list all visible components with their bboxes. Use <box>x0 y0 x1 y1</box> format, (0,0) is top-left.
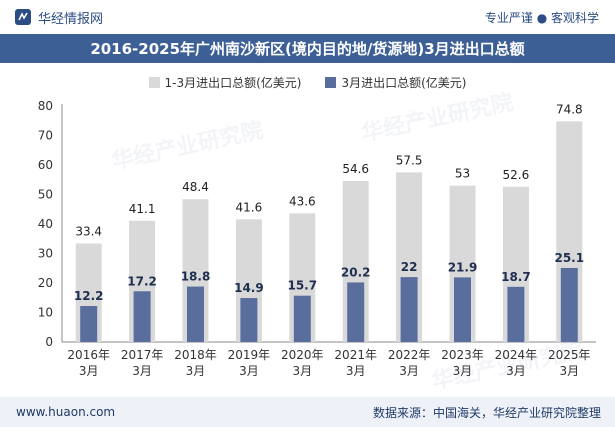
legend-label-ytd: 1-3月进出口总额(亿美元) <box>164 75 302 90</box>
x-tick-label: 2017年 3月 <box>121 348 164 378</box>
bar-march <box>133 291 151 342</box>
x-tick-label: 2020年 3月 <box>281 348 324 378</box>
bar-march <box>454 277 471 342</box>
y-tick-label: 10 <box>38 306 53 320</box>
x-tick-label: 2023年 3月 <box>441 348 484 378</box>
data-label-ytd: 57.5 <box>396 153 423 167</box>
brand-logo-icon <box>15 9 31 25</box>
x-tick-label: 2022年 3月 <box>388 348 431 378</box>
data-label-march: 18.8 <box>181 270 211 284</box>
y-tick-label: 40 <box>38 217 53 231</box>
legend-swatch-ytd <box>148 76 160 88</box>
data-label-ytd: 43.6 <box>289 194 316 208</box>
y-tick-label: 20 <box>38 276 53 290</box>
footer-url[interactable]: www.huaon.com <box>16 405 116 419</box>
brand[interactable]: 华经情报网 <box>14 8 103 27</box>
bar-march <box>187 286 204 342</box>
bar-march <box>240 298 258 342</box>
bar-march <box>80 306 98 342</box>
data-label-march: 17.2 <box>127 274 157 288</box>
chart-title: 2016-2025年广州南沙新区(境内目的地/货源地)3月进出口总额 <box>90 40 525 58</box>
data-label-ytd: 74.8 <box>556 102 583 116</box>
data-label-march: 15.7 <box>287 279 317 293</box>
bar-march <box>507 286 525 342</box>
x-tick-label: 2024年 3月 <box>495 348 538 378</box>
data-label-march: 18.7 <box>501 270 531 284</box>
data-label-ytd: 54.6 <box>342 162 369 176</box>
brand-name: 华经情报网 <box>38 11 104 27</box>
data-label-ytd: 33.4 <box>75 224 102 238</box>
legend-item-ytd: 1-3月进出口总额(亿美元) <box>148 74 302 91</box>
data-label-ytd: 52.6 <box>503 168 530 182</box>
tagline: 专业严谨 ● 客观科学 <box>484 10 599 25</box>
top-bar: 华经情报网 专业严谨 ● 客观科学 <box>0 0 615 34</box>
data-label-ytd: 41.1 <box>129 202 156 216</box>
legend-label-march: 3月进出口总额(亿美元) <box>341 75 467 90</box>
legend: 1-3月进出口总额(亿美元) 3月进出口总额(亿美元) <box>0 72 615 92</box>
x-tick-label: 2018年 3月 <box>174 348 217 378</box>
data-label-march: 21.9 <box>448 260 478 274</box>
y-tick-label: 60 <box>38 158 53 172</box>
bar-march <box>560 267 578 342</box>
chart-title-bar: 2016-2025年广州南沙新区(境内目的地/货源地)3月进出口总额 <box>0 34 615 63</box>
y-tick-label: 50 <box>38 188 53 202</box>
data-label-march: 14.9 <box>234 281 264 295</box>
y-tick-label: 80 <box>38 99 53 113</box>
x-tick-label: 2019年 3月 <box>228 348 271 378</box>
legend-swatch-march <box>325 76 337 88</box>
bar-chart: 0 10 20 30 40 50 60 70 80 33.4 12.2 2016年 3月 41.1 17.2… <box>38 99 596 378</box>
data-label-ytd: 41.6 <box>236 200 263 214</box>
data-label-ytd: 53 <box>455 167 470 181</box>
footer: www.huaon.com 数据来源：中国海关，华经产业研究院整理 <box>0 397 615 427</box>
y-tick-label: 70 <box>38 129 53 143</box>
data-label-march: 25.1 <box>554 251 584 265</box>
data-label-march: 20.2 <box>341 265 371 279</box>
data-label-ytd: 48.4 <box>182 180 209 194</box>
legend-item-march: 3月进出口总额(亿美元) <box>325 74 466 91</box>
data-label-march: 12.2 <box>74 289 104 303</box>
x-tick-label: 2025年 3月 <box>548 348 591 378</box>
data-label-march: 22 <box>401 260 418 274</box>
footer-source: 数据来源：中国海关，华经产业研究院整理 <box>372 405 601 420</box>
x-tick-label: 2016年 3月 <box>67 348 110 378</box>
y-tick-label: 0 <box>45 335 53 349</box>
y-tick-label: 30 <box>38 247 53 261</box>
bar-march <box>347 282 365 342</box>
bar-march <box>400 277 418 342</box>
bar-march <box>293 295 311 342</box>
x-tick-label: 2021年 3月 <box>334 348 377 378</box>
